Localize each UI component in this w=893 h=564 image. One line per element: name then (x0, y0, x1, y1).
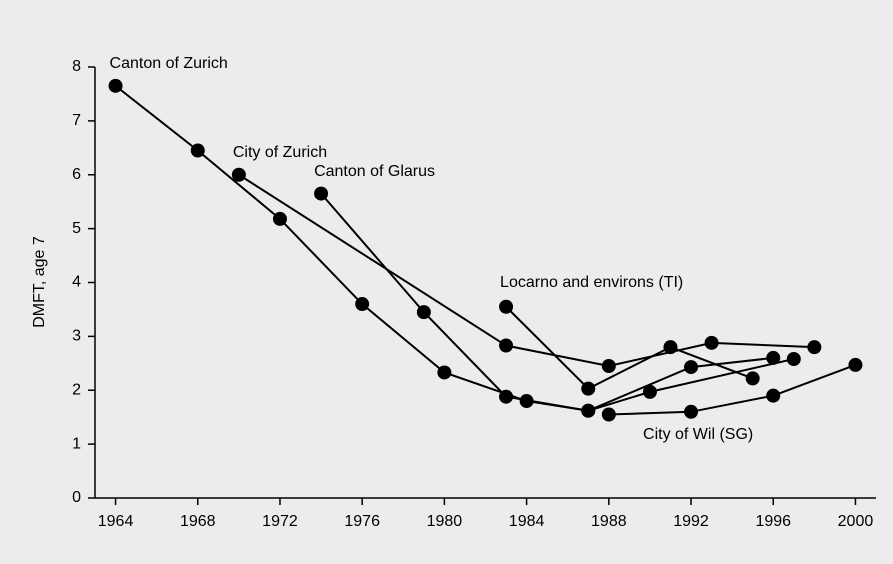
data-point (684, 404, 699, 419)
data-point (437, 365, 452, 380)
series-line (608, 363, 856, 416)
data-point (355, 297, 370, 312)
data-point (601, 407, 616, 422)
y-axis-label: DMFT, age 7 (31, 236, 48, 328)
data-point (848, 357, 863, 372)
x-tick-label: 1976 (344, 513, 380, 530)
y-tick-label: 6 (72, 166, 81, 183)
series-label: City of Wil (SG) (643, 426, 753, 443)
y-tick-label: 4 (72, 274, 81, 291)
data-point (745, 371, 760, 386)
data-point (581, 381, 596, 396)
data-point (108, 78, 123, 93)
x-tick-label: 1996 (755, 513, 791, 530)
series-line (320, 192, 795, 412)
data-point (231, 167, 246, 182)
data-point (766, 350, 781, 365)
data-point (786, 352, 801, 367)
data-point (499, 389, 514, 404)
data-point (601, 359, 616, 374)
data-point (581, 403, 596, 418)
data-point (499, 338, 514, 353)
y-tick-label: 1 (72, 435, 81, 452)
y-tick-label: 7 (72, 112, 81, 129)
data-point (766, 388, 781, 403)
y-tick-label: 8 (72, 58, 81, 75)
x-tick-label: 1964 (98, 513, 134, 530)
series-line (505, 306, 754, 390)
y-tick-label: 3 (72, 328, 81, 345)
series-label: City of Zurich (233, 144, 327, 161)
data-point (704, 335, 719, 350)
data-point (272, 211, 287, 226)
data-point (663, 340, 678, 355)
data-point (684, 360, 699, 375)
x-tick-label: 2000 (838, 513, 874, 530)
series-label: Canton of Glarus (314, 163, 435, 180)
data-point (499, 299, 514, 314)
y-tick-label: 2 (72, 381, 81, 398)
data-point (416, 305, 431, 320)
x-tick-label: 1992 (673, 513, 709, 530)
data-point (807, 340, 822, 355)
x-tick-label: 1968 (180, 513, 216, 530)
data-point (190, 143, 205, 158)
x-tick-label: 1980 (427, 513, 463, 530)
data-point (314, 186, 329, 201)
x-tick-label: 1984 (509, 513, 545, 530)
x-tick-label: 1972 (262, 513, 298, 530)
series-label: Locarno and environs (TI) (500, 274, 683, 291)
x-tick-label: 1988 (591, 513, 627, 530)
y-tick-label: 5 (72, 220, 81, 237)
data-point (642, 384, 657, 399)
series-label: Canton of Zurich (110, 55, 228, 72)
y-tick-label: 0 (72, 489, 81, 506)
